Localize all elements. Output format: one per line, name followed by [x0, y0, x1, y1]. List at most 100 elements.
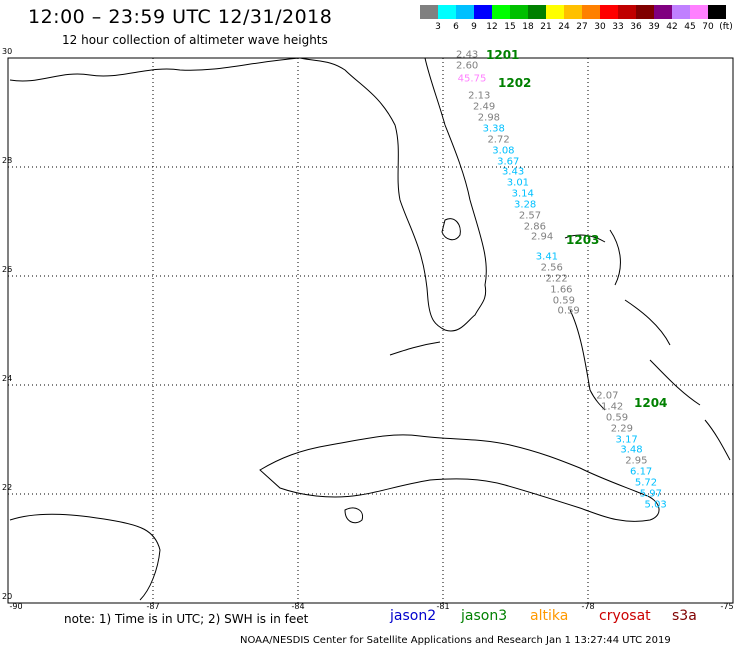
wave-height-value: 2.57 [518, 210, 542, 222]
lat-label: 24 [2, 374, 13, 383]
scale-swatch [564, 5, 582, 19]
bahamas-long-island [704, 419, 731, 461]
wave-height-value: 5.72 [634, 477, 658, 489]
lon-label: -84 [291, 602, 305, 611]
lake-okeechobee [441, 218, 461, 241]
wave-height-value: 3.43 [501, 166, 525, 178]
pass-label-1202: 1202 [498, 76, 532, 90]
wave-height-value: 2.94 [530, 231, 554, 243]
satellite-s3a: s3a [672, 608, 697, 624]
credit-line: NOAA/NESDIS Center for Satellite Applica… [240, 635, 671, 646]
wave-height-value: 3.08 [492, 145, 515, 157]
wave-height-value: 0.59 [605, 412, 629, 424]
bahamas-grand-bahama [564, 234, 606, 243]
wave-height-value: 2.72 [487, 134, 510, 146]
lat-lon-grid [7, 57, 734, 604]
wave-height-value: 0.59 [552, 295, 575, 307]
scale-swatch [708, 5, 726, 19]
wave-height-value: 2.95 [625, 455, 648, 467]
wave-height-value: 1.42 [601, 401, 624, 413]
satellite-cryosat: cryosat [599, 608, 651, 624]
pass-label-1201: 1201 [486, 48, 520, 62]
wave-height-value: 6.17 [630, 466, 653, 478]
bahamas-eleuthera [624, 299, 671, 346]
pass-label-1203: 1203 [566, 233, 600, 247]
wave-height-value: 3.38 [482, 123, 505, 135]
scale-label: 21 [540, 22, 552, 32]
scale-label: 33 [612, 22, 624, 32]
scale-swatch [474, 5, 492, 19]
bahamas-exuma [649, 359, 701, 406]
wave-height-value: 2.98 [477, 112, 501, 124]
wave-height-value: 2.86 [523, 221, 546, 233]
wave-height-value: 3.14 [511, 188, 534, 200]
scale-swatch [420, 5, 438, 19]
scale-label: 6 [453, 22, 459, 32]
lon-label: -87 [146, 602, 160, 611]
scale-label: 3 [435, 22, 441, 32]
wave-height-value: 3.41 [535, 251, 559, 263]
bahamas-andros [569, 309, 606, 411]
scale-label: 30 [594, 22, 606, 32]
map-title: 12:00 – 23:59 UTC 12/31/2018 [28, 6, 333, 28]
scale-swatch [492, 5, 510, 19]
wave-height-value: 2.22 [545, 273, 568, 285]
wave-height-value: 45.75 [457, 73, 487, 85]
lat-label: 30 [2, 47, 13, 56]
bahamas-abaco [609, 229, 621, 286]
scale-swatch [636, 5, 654, 19]
gulf-coastline [9, 57, 301, 82]
scale-label: 24 [558, 22, 570, 32]
yucatan-coastline [9, 513, 161, 601]
wave-height-value: 1.66 [550, 284, 573, 296]
footnote: note: 1) Time is in UTC; 2) SWH is in fe… [64, 612, 309, 626]
cuba-coastline [259, 434, 660, 522]
scale-swatch [510, 5, 528, 19]
wave-height-value: 2.49 [472, 101, 496, 113]
wave-height-value: 2.43 [456, 49, 479, 61]
scale-swatch [654, 5, 672, 19]
wave-height-value: 3.01 [506, 177, 530, 189]
scale-swatch [546, 5, 564, 19]
scale-swatch [672, 5, 690, 19]
wave-height-value: 5.97 [639, 488, 662, 500]
lat-label: 22 [2, 483, 13, 492]
wave-height-value: 5.03 [644, 499, 667, 511]
wave-height-value: 2.29 [610, 423, 633, 435]
scale-swatch [690, 5, 708, 19]
scale-swatch [438, 5, 456, 19]
florida-keys [389, 341, 441, 356]
scale-label: 36 [630, 22, 642, 32]
lon-label: -78 [581, 602, 595, 611]
map-frame [7, 57, 734, 604]
lat-label: 26 [2, 265, 13, 274]
coastline [9, 57, 731, 601]
lon-label: -81 [436, 602, 450, 611]
satellite-jason2: jason2 [390, 608, 437, 624]
scale-label: 12 [486, 22, 498, 32]
wave-height-value: 3.28 [514, 199, 537, 211]
scale-label: 27 [576, 22, 588, 32]
isle-of-youth [344, 507, 364, 524]
lon-label: -75 [720, 602, 734, 611]
scale-swatch [582, 5, 600, 19]
satellite-jason3: jason3 [461, 608, 508, 624]
scale-label: 42 [666, 22, 678, 32]
scale-label: 70 [702, 22, 714, 32]
lat-label: 20 [2, 592, 13, 601]
map-subtitle: 12 hour collection of altimeter wave hei… [62, 33, 328, 47]
scale-swatch [456, 5, 474, 19]
pass-label-1204: 1204 [634, 396, 668, 410]
wave-height-value: 2.07 [596, 390, 619, 402]
wave-height-value: 2.13 [468, 90, 491, 102]
scale-swatch [600, 5, 618, 19]
scale-label: 9 [471, 22, 477, 32]
satellite-altika: altika [530, 608, 569, 624]
scale-swatch [618, 5, 636, 19]
scale-swatch [528, 5, 546, 19]
wave-height-value: 2.56 [540, 262, 563, 274]
wave-height-value: 3.67 [497, 156, 520, 168]
scale-label: 15 [504, 22, 516, 32]
florida-coastline [299, 57, 487, 332]
